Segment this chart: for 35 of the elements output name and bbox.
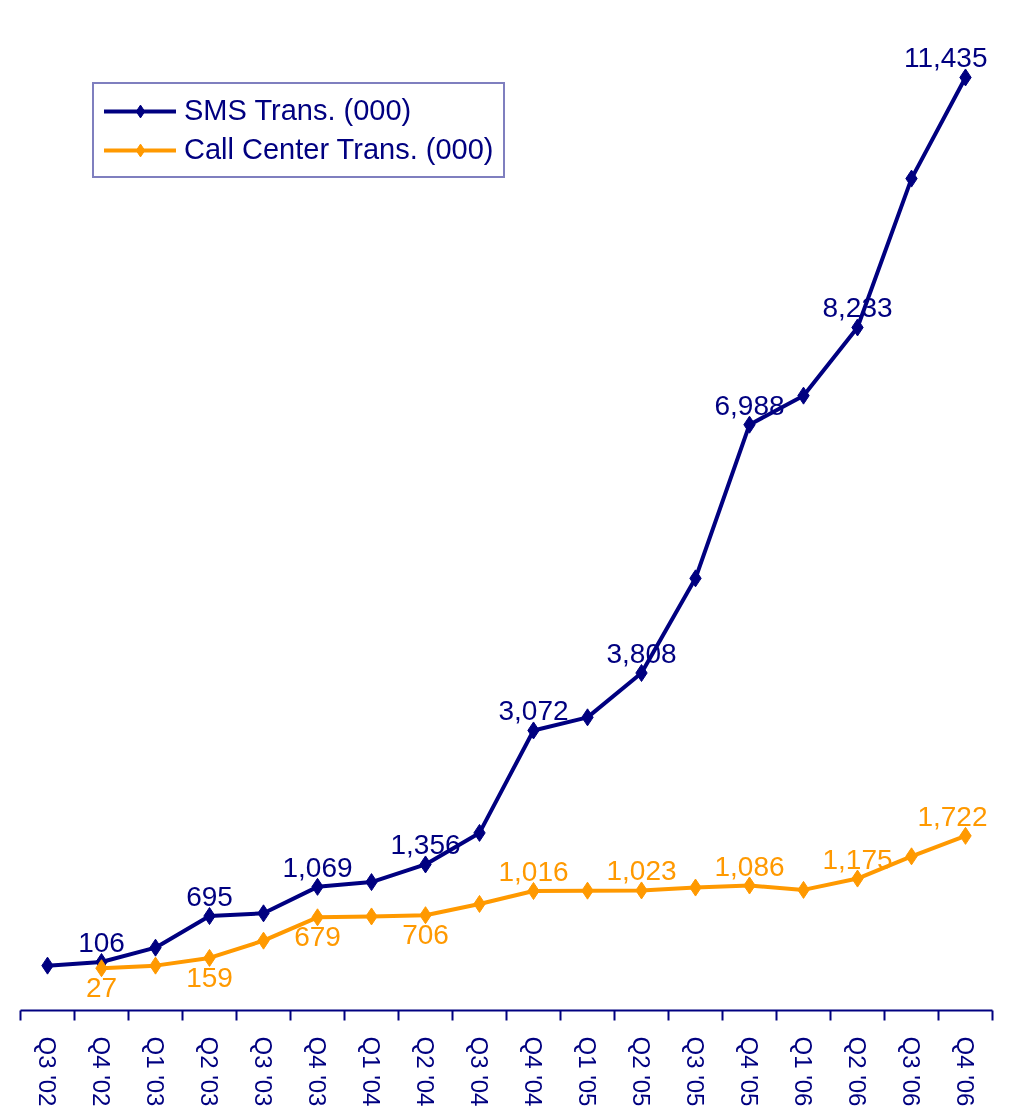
data-label: 706 [402, 919, 449, 951]
x-tick-label: Q4 '03 [304, 1036, 331, 1107]
data-label: 679 [294, 921, 341, 953]
data-label: 1,023 [606, 855, 677, 887]
data-label: 159 [186, 961, 233, 993]
x-tick-label: Q2 '06 [844, 1036, 871, 1107]
legend-label: Call Center Trans. (000) [184, 133, 494, 166]
data-label: 27 [85, 972, 118, 1004]
data-label: 3,072 [498, 695, 569, 727]
data-label: 1,086 [714, 850, 785, 882]
data-label: 695 [186, 881, 233, 913]
x-tick-label: Q1 '03 [142, 1036, 169, 1107]
x-tick-label: Q1 '05 [574, 1036, 601, 1107]
x-tick-label: Q4 '02 [88, 1036, 115, 1107]
x-tick-label: Q4 '04 [520, 1036, 547, 1107]
data-label: 1,722 [917, 800, 988, 832]
legend-label: SMS Trans. (000) [184, 94, 412, 127]
x-tick-label: Q3 '06 [898, 1036, 925, 1107]
data-label: 1,356 [390, 829, 461, 861]
x-tick-label: Q1 '04 [358, 1036, 385, 1107]
x-tick-label: Q2 '05 [628, 1036, 655, 1107]
data-label: 6,988 [714, 389, 785, 421]
x-tick-label: Q4 '05 [736, 1036, 763, 1107]
x-tick-label: Q3 '05 [682, 1036, 709, 1107]
x-tick-label: Q3 '04 [466, 1036, 493, 1107]
x-tick-label: Q2 '04 [412, 1036, 439, 1107]
data-label: 1,069 [282, 851, 353, 883]
x-tick-label: Q3 '02 [34, 1036, 61, 1107]
x-tick-label: Q2 '03 [196, 1036, 223, 1107]
data-label: 11,435 [903, 42, 988, 74]
x-tick-label: Q3 '03 [250, 1036, 277, 1107]
data-label: 106 [78, 927, 125, 959]
x-tick-label: Q1 '06 [790, 1036, 817, 1107]
data-label: 1,016 [498, 855, 569, 887]
x-tick-label: Q4 '06 [952, 1036, 979, 1107]
